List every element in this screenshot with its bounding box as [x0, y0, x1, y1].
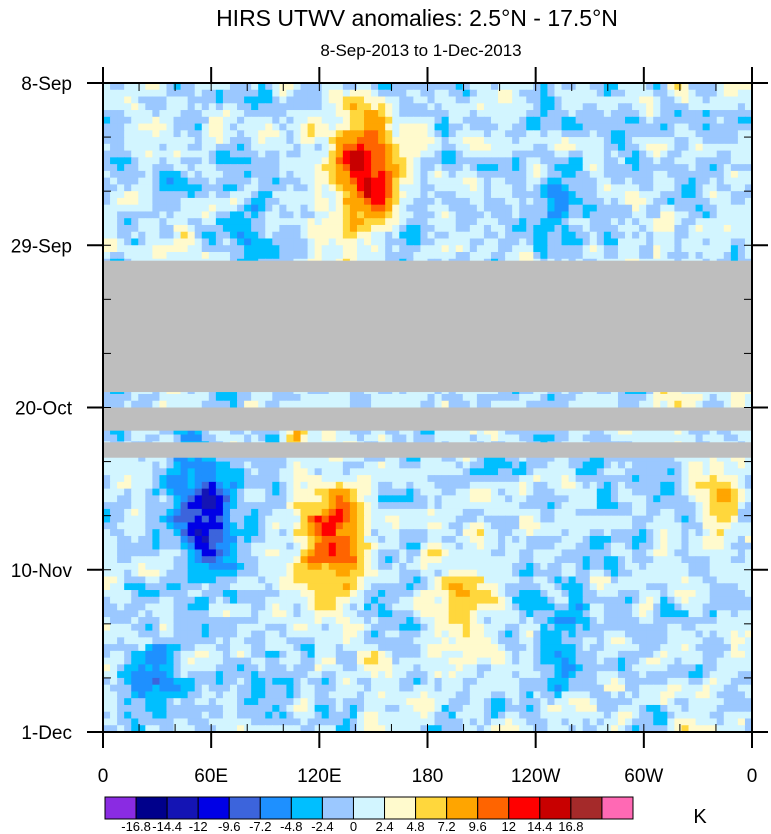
colorbar-swatch: [415, 796, 448, 820]
y-axis: 8-Sep 29-Sep 20-Oct 10-Nov 1-Dec: [11, 74, 768, 744]
colorbar-swatch: [446, 796, 479, 820]
colorbar-swatch: [477, 796, 510, 820]
colorbar-swatch: [601, 796, 634, 820]
chart-subtitle: 8-Sep-2013 to 1-Dec-2013: [320, 41, 521, 60]
colorbar-swatch: [290, 796, 323, 820]
colorbar-label: -14.4: [152, 819, 182, 834]
colorbar-swatch: [135, 796, 168, 820]
x-tick-label: 120E: [297, 766, 341, 787]
colorbar-swatch: [228, 796, 261, 820]
colorbar-label: -16.8: [121, 819, 151, 834]
missing-data-band: [103, 260, 752, 393]
colorbar-label: -2.4: [311, 819, 333, 834]
colorbar-swatch: [259, 796, 292, 820]
x-tick-label: 60W: [624, 766, 663, 787]
colorbar-swatch: [570, 796, 603, 820]
colorbar-label: 14.4: [527, 819, 552, 834]
x-axis: 0 60E 120E 180 120W 60W 0: [98, 67, 758, 787]
x-tick-label: 0: [98, 766, 109, 787]
colorbar-swatch: [352, 796, 386, 820]
colorbar-label: -4.8: [280, 819, 302, 834]
colorbar-label: 12: [502, 819, 516, 834]
colorbar-swatch: [321, 796, 354, 820]
colorbar-swatch: [197, 796, 230, 820]
colorbar-label: 7.2: [438, 819, 456, 834]
x-tick-label: 120W: [511, 766, 561, 787]
colorbar-label: -9.6: [218, 819, 240, 834]
colorbar-swatch: [104, 796, 137, 820]
y-tick-label: 20-Oct: [15, 399, 73, 420]
colorbar-label: 0: [350, 819, 357, 834]
colorbar-label: 4.8: [407, 819, 425, 834]
colorbar-label: -12: [189, 819, 208, 834]
y-tick-label: 1-Dec: [21, 723, 72, 744]
colorbar-swatch: [539, 796, 572, 820]
chart-title: HIRS UTWV anomalies: 2.5°N - 17.5°N: [216, 5, 618, 31]
colorbar: -16.8 -14.4 -12 -9.6 -7.2 -4.8 -2.4 0 2.4 4.8 7.2 9…: [104, 796, 634, 834]
x-tick-label: 180: [412, 766, 444, 787]
colorbar-label: 2.4: [375, 819, 393, 834]
colorbar-swatch: [384, 796, 417, 820]
y-tick-label: 8-Sep: [21, 74, 72, 95]
colorbar-label: 16.8: [558, 819, 583, 834]
colorbar-swatch: [166, 796, 199, 820]
y-tick-label: 10-Nov: [11, 561, 73, 582]
missing-data-bands: [103, 260, 752, 458]
x-tick-label: 60E: [194, 766, 228, 787]
colorbar-unit: K: [693, 806, 707, 828]
colorbar-label: -7.2: [249, 819, 271, 834]
x-tick-label: 0: [747, 766, 758, 787]
colorbar-swatch: [508, 796, 541, 820]
missing-data-band: [103, 442, 752, 458]
missing-data-band: [103, 407, 752, 431]
colorbar-label: 9.6: [469, 819, 487, 834]
y-tick-label: 29-Sep: [11, 236, 72, 257]
